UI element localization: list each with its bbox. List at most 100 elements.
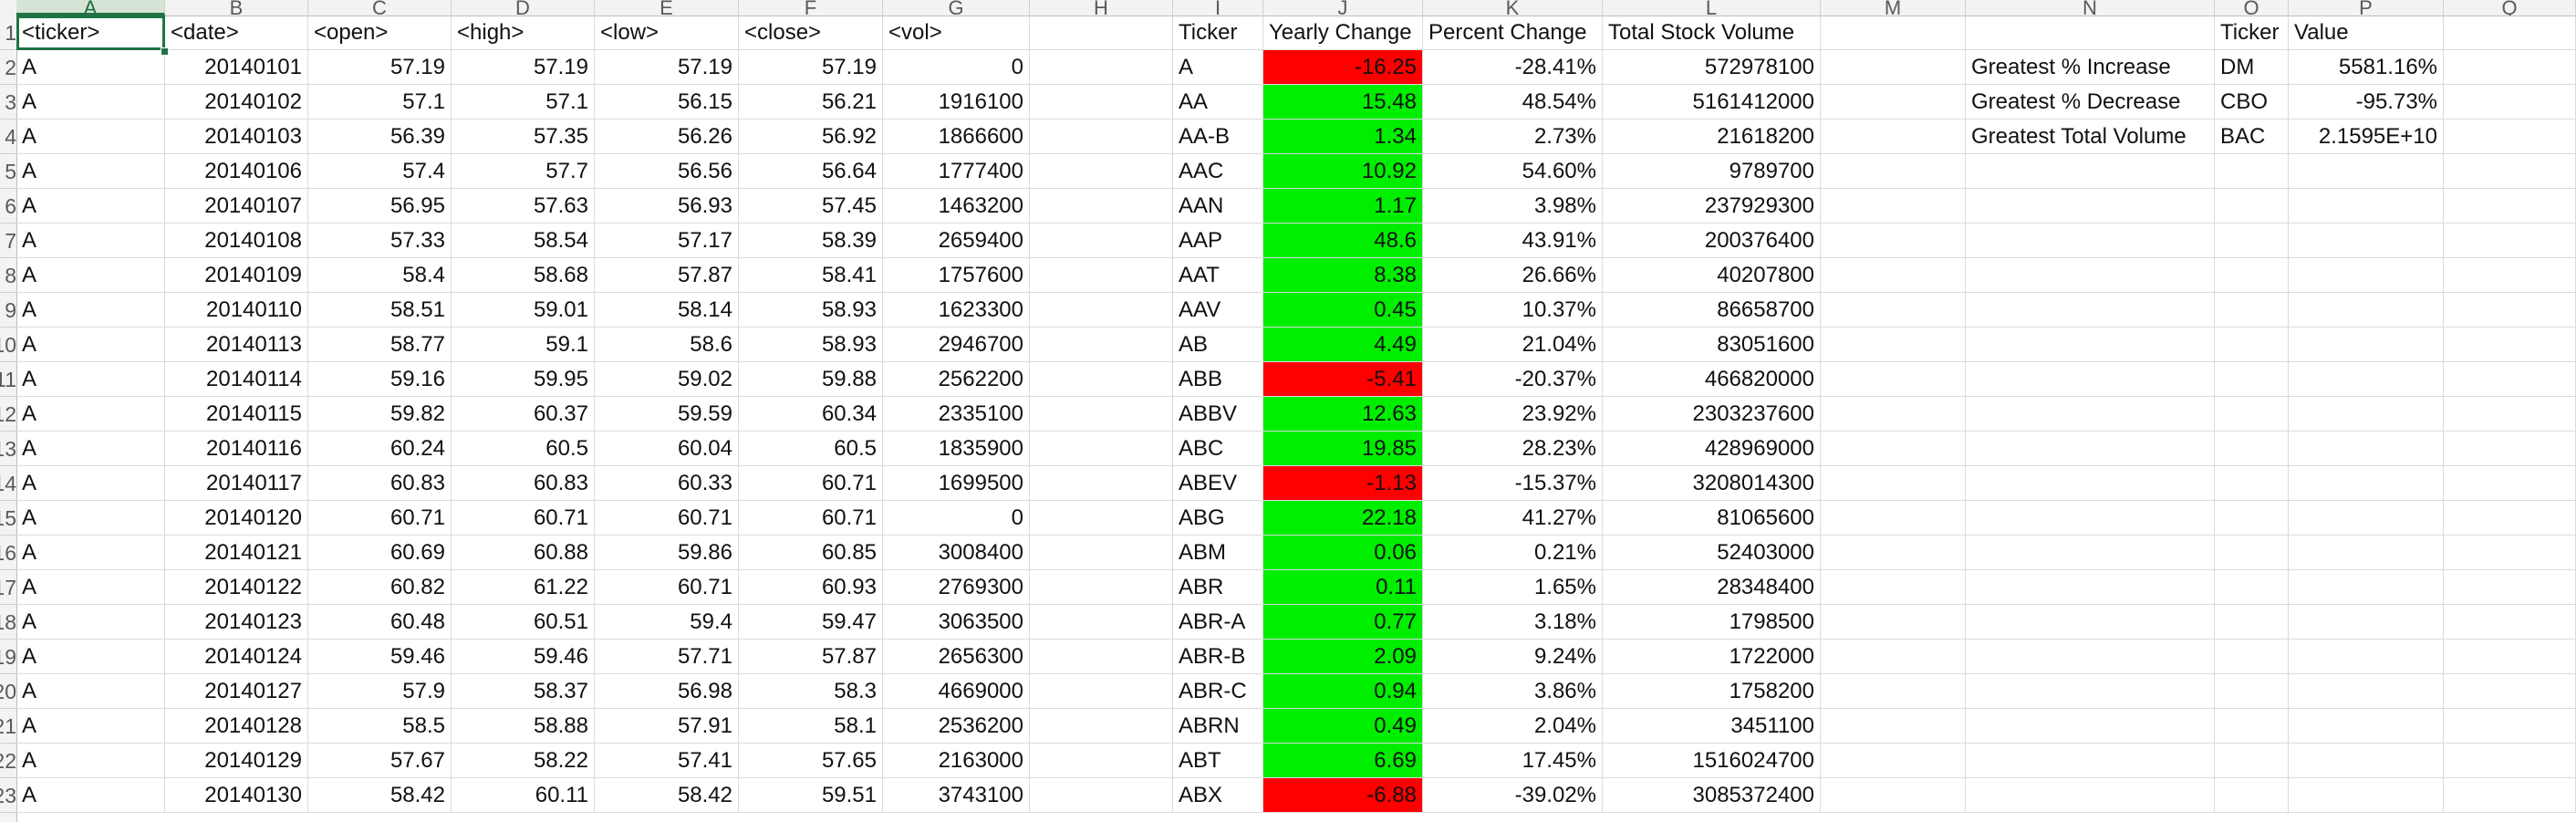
row-header-23[interactable]: 23 (0, 778, 16, 813)
cell-p11[interactable] (2289, 362, 2444, 397)
cell-g2[interactable]: 0 (883, 50, 1030, 85)
cell-k22[interactable]: 17.45% (1423, 744, 1603, 778)
cell-c23[interactable]: 58.42 (308, 778, 452, 813)
cell-q16[interactable] (2444, 536, 2576, 570)
cell-k1[interactable]: Percent Change (1423, 16, 1603, 50)
cell-f23[interactable]: 59.51 (739, 778, 883, 813)
cell-e11[interactable]: 59.02 (595, 362, 739, 397)
cell-o8[interactable] (2215, 258, 2289, 293)
cell-a5[interactable]: A (16, 154, 165, 189)
cell-c5[interactable]: 57.4 (308, 154, 452, 189)
cell-m19[interactable] (1821, 640, 1966, 674)
cell-f8[interactable]: 58.41 (739, 258, 883, 293)
cell-i4[interactable]: AA-B (1173, 120, 1263, 154)
cell-e23[interactable]: 58.42 (595, 778, 739, 813)
cell-m8[interactable] (1821, 258, 1966, 293)
cell-n18[interactable] (1966, 605, 2215, 640)
cell-q4[interactable] (2444, 120, 2576, 154)
cell-a23[interactable]: A (16, 778, 165, 813)
cell-k23[interactable]: -39.02% (1423, 778, 1603, 813)
cell-a20[interactable]: A (16, 674, 165, 709)
cell-j20[interactable]: 0.94 (1263, 674, 1423, 709)
cell-d8[interactable]: 58.68 (452, 258, 595, 293)
cell-m2[interactable] (1821, 50, 1966, 85)
cell-o6[interactable] (2215, 189, 2289, 224)
row-header-14[interactable]: 14 (0, 466, 16, 501)
cell-h13[interactable] (1030, 432, 1173, 466)
cell-l14[interactable]: 3208014300 (1603, 466, 1821, 501)
cell-c16[interactable]: 60.69 (308, 536, 452, 570)
cell-o16[interactable] (2215, 536, 2289, 570)
cell-o7[interactable] (2215, 224, 2289, 258)
cell-d17[interactable]: 61.22 (452, 570, 595, 605)
cell-j19[interactable]: 2.09 (1263, 640, 1423, 674)
column-header-l[interactable]: L (1603, 0, 1821, 16)
cell-p9[interactable] (2289, 293, 2444, 328)
cell-g5[interactable]: 1777400 (883, 154, 1030, 189)
cell-n2[interactable]: Greatest % Increase (1966, 50, 2215, 85)
cell-b4[interactable]: 20140103 (165, 120, 308, 154)
cell-c7[interactable]: 57.33 (308, 224, 452, 258)
cell-g12[interactable]: 2335100 (883, 397, 1030, 432)
row-header-20[interactable]: 20 (0, 674, 16, 709)
cell-a10[interactable]: A (16, 328, 165, 362)
cell-q13[interactable] (2444, 432, 2576, 466)
cell-a4[interactable]: A (16, 120, 165, 154)
cell-f22[interactable]: 57.65 (739, 744, 883, 778)
cell-j16[interactable]: 0.06 (1263, 536, 1423, 570)
cell-c11[interactable]: 59.16 (308, 362, 452, 397)
cell-j3[interactable]: 15.48 (1263, 85, 1423, 120)
cell-c18[interactable]: 60.48 (308, 605, 452, 640)
cell-i1[interactable]: Ticker (1173, 16, 1263, 50)
cell-g4[interactable]: 1866600 (883, 120, 1030, 154)
cell-h2[interactable] (1030, 50, 1173, 85)
cell-d21[interactable]: 58.88 (452, 709, 595, 744)
cell-o11[interactable] (2215, 362, 2289, 397)
cell-e5[interactable]: 56.56 (595, 154, 739, 189)
cell-i19[interactable]: ABR-B (1173, 640, 1263, 674)
cell-e16[interactable]: 59.86 (595, 536, 739, 570)
cell-o3[interactable]: CBO (2215, 85, 2289, 120)
cell-o12[interactable] (2215, 397, 2289, 432)
cell-p14[interactable] (2289, 466, 2444, 501)
cell-m15[interactable] (1821, 501, 1966, 536)
cell-k2[interactable]: -28.41% (1423, 50, 1603, 85)
cell-j14[interactable]: -1.13 (1263, 466, 1423, 501)
column-header-o[interactable]: O (2215, 0, 2289, 16)
cell-c13[interactable]: 60.24 (308, 432, 452, 466)
cell-g20[interactable]: 4669000 (883, 674, 1030, 709)
cell-c10[interactable]: 58.77 (308, 328, 452, 362)
cell-o14[interactable] (2215, 466, 2289, 501)
cell-m18[interactable] (1821, 605, 1966, 640)
cell-m21[interactable] (1821, 709, 1966, 744)
cell-g9[interactable]: 1623300 (883, 293, 1030, 328)
cell-n17[interactable] (1966, 570, 2215, 605)
cell-p13[interactable] (2289, 432, 2444, 466)
cell-f5[interactable]: 56.64 (739, 154, 883, 189)
cell-d14[interactable]: 60.83 (452, 466, 595, 501)
cell-e20[interactable]: 56.98 (595, 674, 739, 709)
cell-m4[interactable] (1821, 120, 1966, 154)
cell-e15[interactable]: 60.71 (595, 501, 739, 536)
cell-a7[interactable]: A (16, 224, 165, 258)
cell-f16[interactable]: 60.85 (739, 536, 883, 570)
row-header-4[interactable]: 4 (0, 120, 16, 154)
column-header-e[interactable]: E (595, 0, 739, 16)
cell-h10[interactable] (1030, 328, 1173, 362)
cell-q7[interactable] (2444, 224, 2576, 258)
cell-m5[interactable] (1821, 154, 1966, 189)
cell-k12[interactable]: 23.92% (1423, 397, 1603, 432)
column-header-f[interactable]: F (739, 0, 883, 16)
cell-h21[interactable] (1030, 709, 1173, 744)
cell-f21[interactable]: 58.1 (739, 709, 883, 744)
cell-b10[interactable]: 20140113 (165, 328, 308, 362)
cell-l13[interactable]: 428969000 (1603, 432, 1821, 466)
cell-q9[interactable] (2444, 293, 2576, 328)
cell-i7[interactable]: AAP (1173, 224, 1263, 258)
cell-h22[interactable] (1030, 744, 1173, 778)
cell-l7[interactable]: 200376400 (1603, 224, 1821, 258)
cell-k18[interactable]: 3.18% (1423, 605, 1603, 640)
cell-g17[interactable]: 2769300 (883, 570, 1030, 605)
cell-g3[interactable]: 1916100 (883, 85, 1030, 120)
